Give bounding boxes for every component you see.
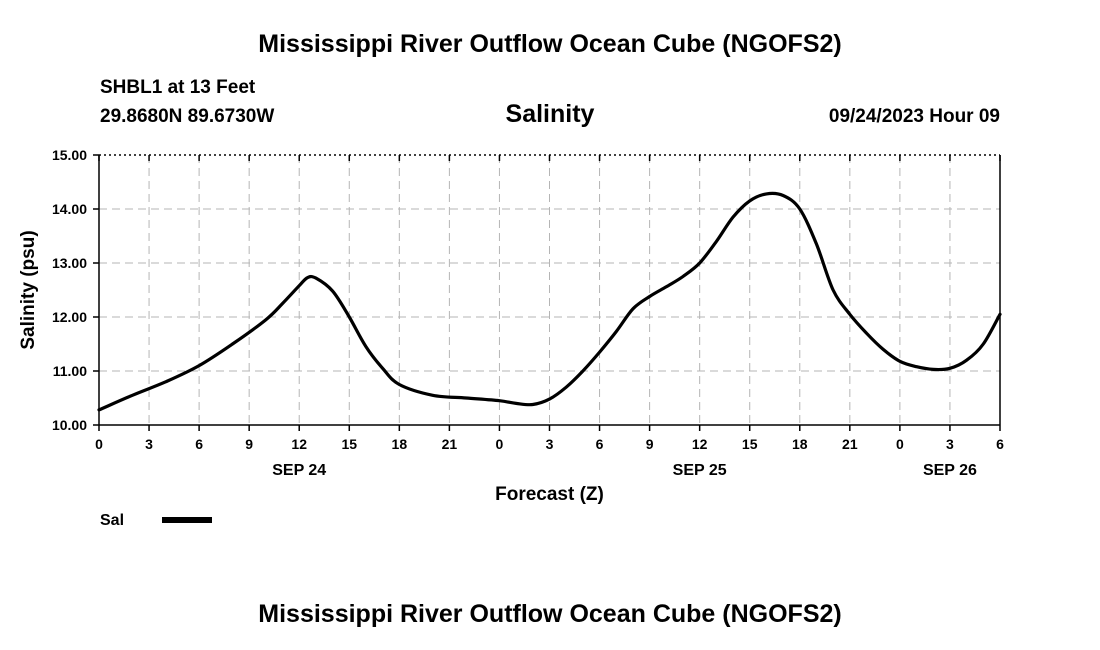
x-tick-label: 3 xyxy=(946,436,954,452)
x-tick-label: 6 xyxy=(996,436,1004,452)
x-tick-label: 15 xyxy=(341,436,357,452)
station-label: SHBL1 at 13 Feet xyxy=(100,77,256,98)
y-tick-label: 14.00 xyxy=(52,201,87,217)
date-label: SEP 24 xyxy=(272,462,326,479)
x-tick-label: 18 xyxy=(392,436,408,452)
x-tick-label: 12 xyxy=(692,436,708,452)
x-tick-label: 3 xyxy=(145,436,153,452)
x-tick-label: 9 xyxy=(245,436,253,452)
coordinates-label: 29.8680N 89.6730W xyxy=(100,106,275,127)
y-tick-label: 10.00 xyxy=(52,417,87,433)
chart-subtitle: Salinity xyxy=(505,100,595,128)
series-layer xyxy=(97,191,1002,412)
y-tick-label: 12.00 xyxy=(52,309,87,325)
x-tick-label: 0 xyxy=(95,436,103,452)
y-tick-label: 11.00 xyxy=(53,363,87,379)
x-tick-label: 15 xyxy=(742,436,758,452)
legend-label: Sal xyxy=(100,512,124,529)
grid-layer xyxy=(99,155,1000,425)
x-axis-title: Forecast (Z) xyxy=(495,484,604,505)
x-tick-label: 21 xyxy=(442,436,458,452)
date-label: SEP 26 xyxy=(923,462,977,479)
y-tick-label: 13.00 xyxy=(52,255,87,271)
x-tick-label: 0 xyxy=(896,436,904,452)
label-layer: 10.00 11.00 12.00 13.00 14.00 15.00 0 3 6 9 12 15 18… xyxy=(18,147,1004,529)
main-title: Mississippi River Outflow Ocean Cube (NG… xyxy=(258,30,842,58)
x-tick-label: 6 xyxy=(596,436,604,452)
y-axis-title: Salinity (psu) xyxy=(18,230,39,349)
series-line-sal xyxy=(97,191,1002,412)
x-tick-label: 9 xyxy=(646,436,654,452)
date-label: SEP 25 xyxy=(673,462,727,479)
footer-title: Mississippi River Outflow Ocean Cube (NG… xyxy=(258,600,842,628)
x-tick-label: 0 xyxy=(496,436,504,452)
x-tick-label: 18 xyxy=(792,436,808,452)
x-tick-label: 21 xyxy=(842,436,858,452)
forecast-datetime: 09/24/2023 Hour 09 xyxy=(828,106,1000,127)
x-tick-label: 3 xyxy=(546,436,554,452)
salinity-chart: 10.00 11.00 12.00 13.00 14.00 15.00 0 3 6 9 12 15 18… xyxy=(18,147,1004,529)
axis-layer xyxy=(93,154,1001,431)
x-tick-label: 6 xyxy=(195,436,203,452)
x-tick-label: 12 xyxy=(291,436,307,452)
y-tick-label: 15.00 xyxy=(52,147,87,163)
